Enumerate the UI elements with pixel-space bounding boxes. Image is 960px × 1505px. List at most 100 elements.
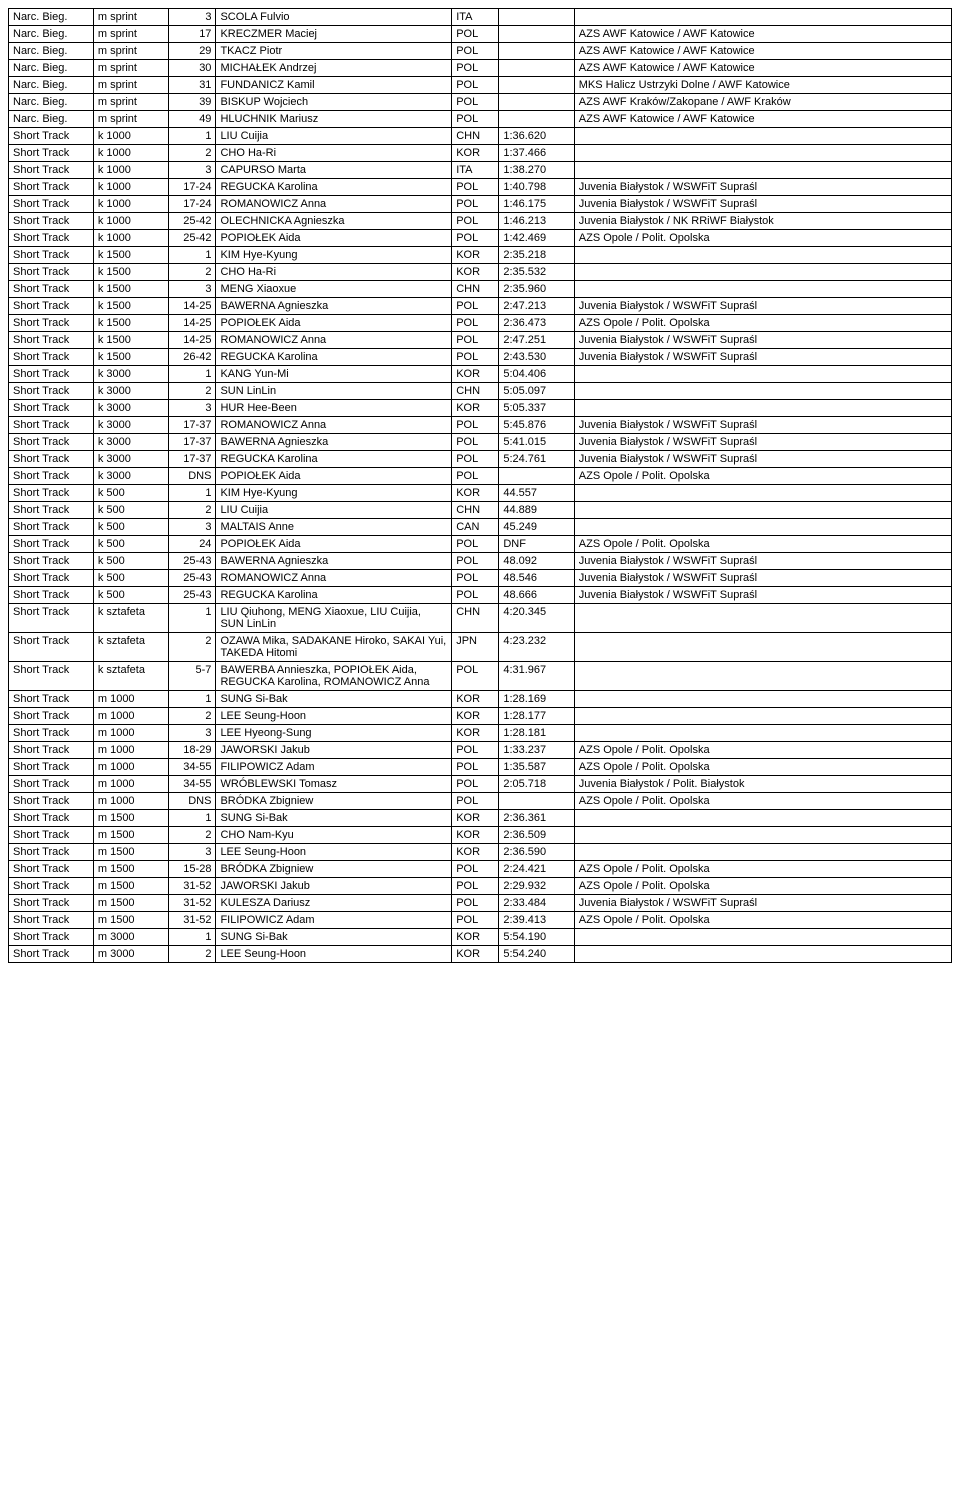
table-cell: Short Track [9, 400, 94, 417]
table-cell: OZAWA Mika, SADAKANE Hiroko, SAKAI Yui, … [216, 633, 452, 662]
table-cell: 3 [169, 725, 216, 742]
table-cell: 25-43 [169, 570, 216, 587]
table-cell: BRÓDKA Zbigniew [216, 861, 452, 878]
table-cell: 17 [169, 26, 216, 43]
table-cell: 5:04.406 [499, 366, 574, 383]
table-cell: 5:45.876 [499, 417, 574, 434]
table-cell: 2:39.413 [499, 912, 574, 929]
table-cell: POL [452, 587, 499, 604]
table-cell: m 1500 [93, 895, 168, 912]
table-cell: Short Track [9, 912, 94, 929]
table-cell: KANG Yun-Mi [216, 366, 452, 383]
table-cell: m 1000 [93, 691, 168, 708]
table-cell: 1:33.237 [499, 742, 574, 759]
table-cell: SCOLA Fulvio [216, 9, 452, 26]
table-cell: POPIOŁEK Aida [216, 315, 452, 332]
table-cell: KOR [452, 145, 499, 162]
table-row: Short Trackk 100017-24REGUCKA KarolinaPO… [9, 179, 952, 196]
table-cell: m 1500 [93, 912, 168, 929]
table-cell: k 1500 [93, 349, 168, 366]
table-cell: 5-7 [169, 662, 216, 691]
table-row: Short Trackk 10001LIU CuijiaCHN1:36.620 [9, 128, 952, 145]
table-cell: ROMANOWICZ Anna [216, 196, 452, 213]
table-row: Narc. Bieg.m sprint30MICHAŁEK AndrzejPOL… [9, 60, 952, 77]
table-cell: AZS Opole / Polit. Opolska [574, 912, 951, 929]
table-cell: m 1000 [93, 759, 168, 776]
table-cell: 34-55 [169, 776, 216, 793]
table-cell: AZS Opole / Polit. Opolska [574, 759, 951, 776]
table-row: Short Trackm 100034-55WRÓBLEWSKI TomaszP… [9, 776, 952, 793]
table-cell: Short Track [9, 485, 94, 502]
table-cell: LIU Cuijia [216, 128, 452, 145]
table-cell: Short Track [9, 536, 94, 553]
table-cell [574, 502, 951, 519]
table-row: Narc. Bieg.m sprint17KRECZMER MaciejPOLA… [9, 26, 952, 43]
table-row: Short Trackk 15001KIM Hye-KyungKOR2:35.2… [9, 247, 952, 264]
table-cell: HLUCHNIK Mariusz [216, 111, 452, 128]
table-cell: BAWERNA Agnieszka [216, 298, 452, 315]
table-cell: k 3000 [93, 366, 168, 383]
table-cell: Juvenia Białystok / WSWFiT Supraśl [574, 895, 951, 912]
table-row: Short Trackk 3000DNSPOPIOŁEK AidaPOLAZS … [9, 468, 952, 485]
table-cell: k 500 [93, 536, 168, 553]
table-cell: Short Track [9, 929, 94, 946]
table-cell: KOR [452, 264, 499, 281]
table-cell: 4:31.967 [499, 662, 574, 691]
table-cell [574, 366, 951, 383]
table-cell: AZS Opole / Polit. Opolska [574, 536, 951, 553]
table-cell [499, 77, 574, 94]
table-cell: 39 [169, 94, 216, 111]
table-cell: Short Track [9, 793, 94, 810]
table-row: Short Trackk 5001KIM Hye-KyungKOR44.557 [9, 485, 952, 502]
table-cell: 4:23.232 [499, 633, 574, 662]
table-cell: Short Track [9, 281, 94, 298]
table-cell: HUR Hee-Been [216, 400, 452, 417]
table-cell: POL [452, 451, 499, 468]
table-cell: Short Track [9, 519, 94, 536]
table-cell: Short Track [9, 179, 94, 196]
table-cell: CHN [452, 128, 499, 145]
table-cell: BAWERNA Agnieszka [216, 434, 452, 451]
table-cell: 25-43 [169, 587, 216, 604]
table-cell [574, 400, 951, 417]
table-cell: k 3000 [93, 468, 168, 485]
table-cell: BRÓDKA Zbigniew [216, 793, 452, 810]
table-cell: 1 [169, 366, 216, 383]
table-cell: POL [452, 179, 499, 196]
table-row: Short Trackk 300017-37BAWERNA AgnieszkaP… [9, 434, 952, 451]
table-cell: KIM Hye-Kyung [216, 485, 452, 502]
table-cell: 17-37 [169, 417, 216, 434]
table-row: Short Trackk sztafeta2OZAWA Mika, SADAKA… [9, 633, 952, 662]
table-cell: POL [452, 468, 499, 485]
table-cell: 14-25 [169, 315, 216, 332]
table-cell: WRÓBLEWSKI Tomasz [216, 776, 452, 793]
table-cell: k 1000 [93, 196, 168, 213]
table-cell: KOR [452, 400, 499, 417]
table-cell: 2 [169, 264, 216, 281]
table-cell: Short Track [9, 570, 94, 587]
table-cell: Narc. Bieg. [9, 26, 94, 43]
table-cell: 5:41.015 [499, 434, 574, 451]
table-cell: 2:33.484 [499, 895, 574, 912]
table-cell: DNS [169, 793, 216, 810]
table-cell: 1:28.177 [499, 708, 574, 725]
table-row: Short Trackk 150026-42REGUCKA KarolinaPO… [9, 349, 952, 366]
table-cell: Juvenia Białystok / WSWFiT Supraśl [574, 570, 951, 587]
table-cell: Narc. Bieg. [9, 60, 94, 77]
table-cell: 2 [169, 708, 216, 725]
table-cell: m sprint [93, 26, 168, 43]
table-cell: Juvenia Białystok / Polit. Białystok [574, 776, 951, 793]
table-cell: AZS Opole / Polit. Opolska [574, 230, 951, 247]
table-cell: ROMANOWICZ Anna [216, 332, 452, 349]
table-cell: k 1500 [93, 332, 168, 349]
table-cell: 1:28.169 [499, 691, 574, 708]
table-cell [574, 145, 951, 162]
table-cell: POL [452, 912, 499, 929]
results-table: Narc. Bieg.m sprint3SCOLA FulvioITANarc.… [8, 8, 952, 963]
table-cell: m 1500 [93, 861, 168, 878]
table-cell: LIU Cuijia [216, 502, 452, 519]
table-row: Short Trackm 30002LEE Seung-HoonKOR5:54.… [9, 946, 952, 963]
table-row: Short Trackm 10001SUNG Si-BakKOR1:28.169 [9, 691, 952, 708]
table-row: Short Trackm 30001SUNG Si-BakKOR5:54.190 [9, 929, 952, 946]
table-cell: m sprint [93, 94, 168, 111]
